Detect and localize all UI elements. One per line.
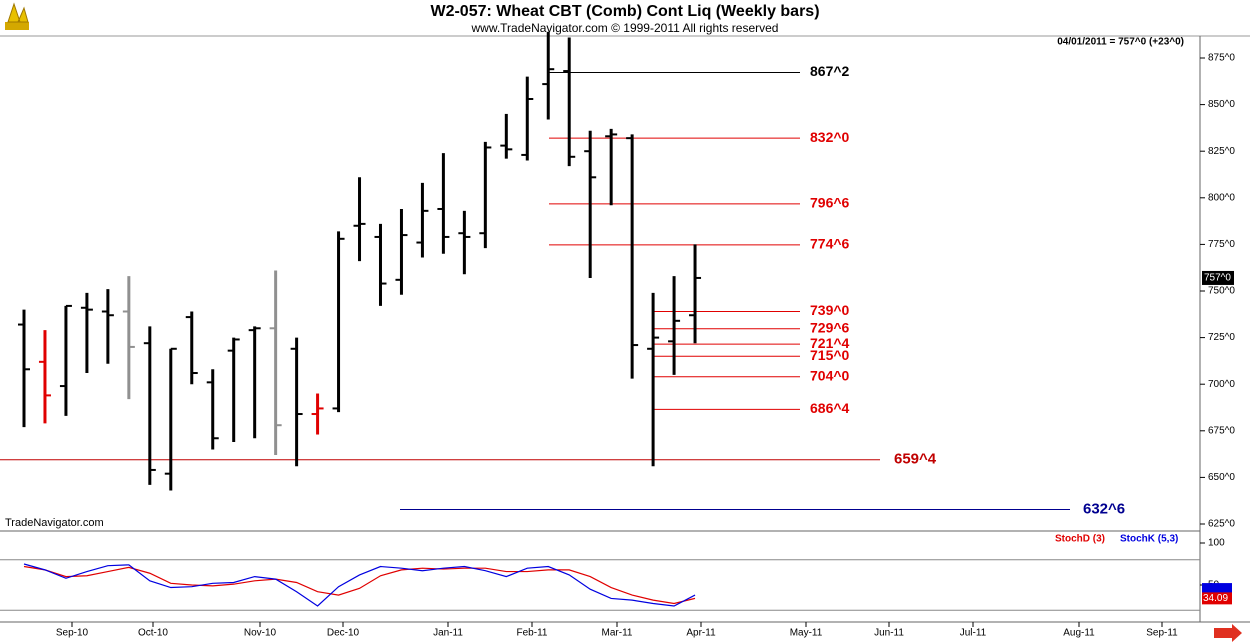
level-label: 774^6 xyxy=(810,236,850,252)
x-tick-label: Jan-11 xyxy=(433,628,463,639)
y-tick-label: 825^0 xyxy=(1208,146,1235,157)
level-label: 832^0 xyxy=(810,129,850,145)
watermark: TradeNavigator.com xyxy=(5,517,104,529)
x-tick-label: Nov-10 xyxy=(244,628,277,639)
x-tick-label: Apr-11 xyxy=(686,628,716,639)
y-tick-label: 800^0 xyxy=(1208,192,1235,203)
level-label: 632^6 xyxy=(1083,501,1125,518)
level-label: 729^6 xyxy=(810,319,850,335)
level-label: 721^4 xyxy=(810,335,850,351)
stoch-k-box xyxy=(1202,583,1232,596)
level-label: 686^4 xyxy=(810,400,850,416)
legend-entry: StochK (5,3) xyxy=(1120,534,1178,545)
level-label: 739^0 xyxy=(810,302,850,318)
level-label: 796^6 xyxy=(810,195,850,211)
y-tick-label: 675^0 xyxy=(1208,425,1235,436)
level-label: 704^0 xyxy=(810,367,850,383)
level-label: 659^4 xyxy=(894,451,937,468)
y-tick-label: 625^0 xyxy=(1208,519,1235,530)
x-tick-label: Oct-10 xyxy=(138,628,168,639)
legend-entry: StochD (3) xyxy=(1055,534,1105,545)
x-tick-label: Feb-11 xyxy=(517,628,548,639)
x-tick-label: Jun-11 xyxy=(874,628,904,639)
last-price-box xyxy=(1202,270,1234,285)
x-tick-label: Jul-11 xyxy=(960,628,987,639)
status-text: 04/01/2011 = 757^0 (+23^0) xyxy=(1057,37,1184,48)
level-label: 867^2 xyxy=(810,63,850,79)
stoch-line xyxy=(23,565,696,605)
y-tick-label: 775^0 xyxy=(1208,239,1235,250)
scroll-arrow[interactable] xyxy=(1214,624,1242,642)
level-label: 715^0 xyxy=(810,347,850,363)
y-tick-label: 750^0 xyxy=(1208,286,1235,297)
stoch-d-box xyxy=(1202,592,1232,605)
logo xyxy=(5,2,29,30)
y-tick-label: 725^0 xyxy=(1208,332,1235,343)
chart-subtitle: www.TradeNavigator.com © 1999-2011 All r… xyxy=(471,21,779,35)
stoch-line xyxy=(23,563,696,607)
y-tick-label: 650^0 xyxy=(1208,472,1235,483)
y-tick-label: 875^0 xyxy=(1208,53,1235,64)
chart-title: W2-057: Wheat CBT (Comb) Cont Liq (Weekl… xyxy=(430,3,819,20)
y-tick-label: 100 xyxy=(1208,538,1225,549)
last-price-label: 757^0 xyxy=(1204,273,1231,284)
x-tick-label: Sep-11 xyxy=(1146,628,1178,639)
x-tick-label: Dec-10 xyxy=(327,628,360,639)
x-tick-label: May-11 xyxy=(790,628,823,639)
stoch-d-label: 34.09 xyxy=(1203,593,1228,604)
y-tick-label: 700^0 xyxy=(1208,379,1235,390)
y-tick-label: 850^0 xyxy=(1208,99,1235,110)
x-tick-label: Sep-10 xyxy=(56,628,89,639)
x-tick-label: Aug-11 xyxy=(1063,628,1095,639)
x-tick-label: Mar-11 xyxy=(602,628,633,639)
